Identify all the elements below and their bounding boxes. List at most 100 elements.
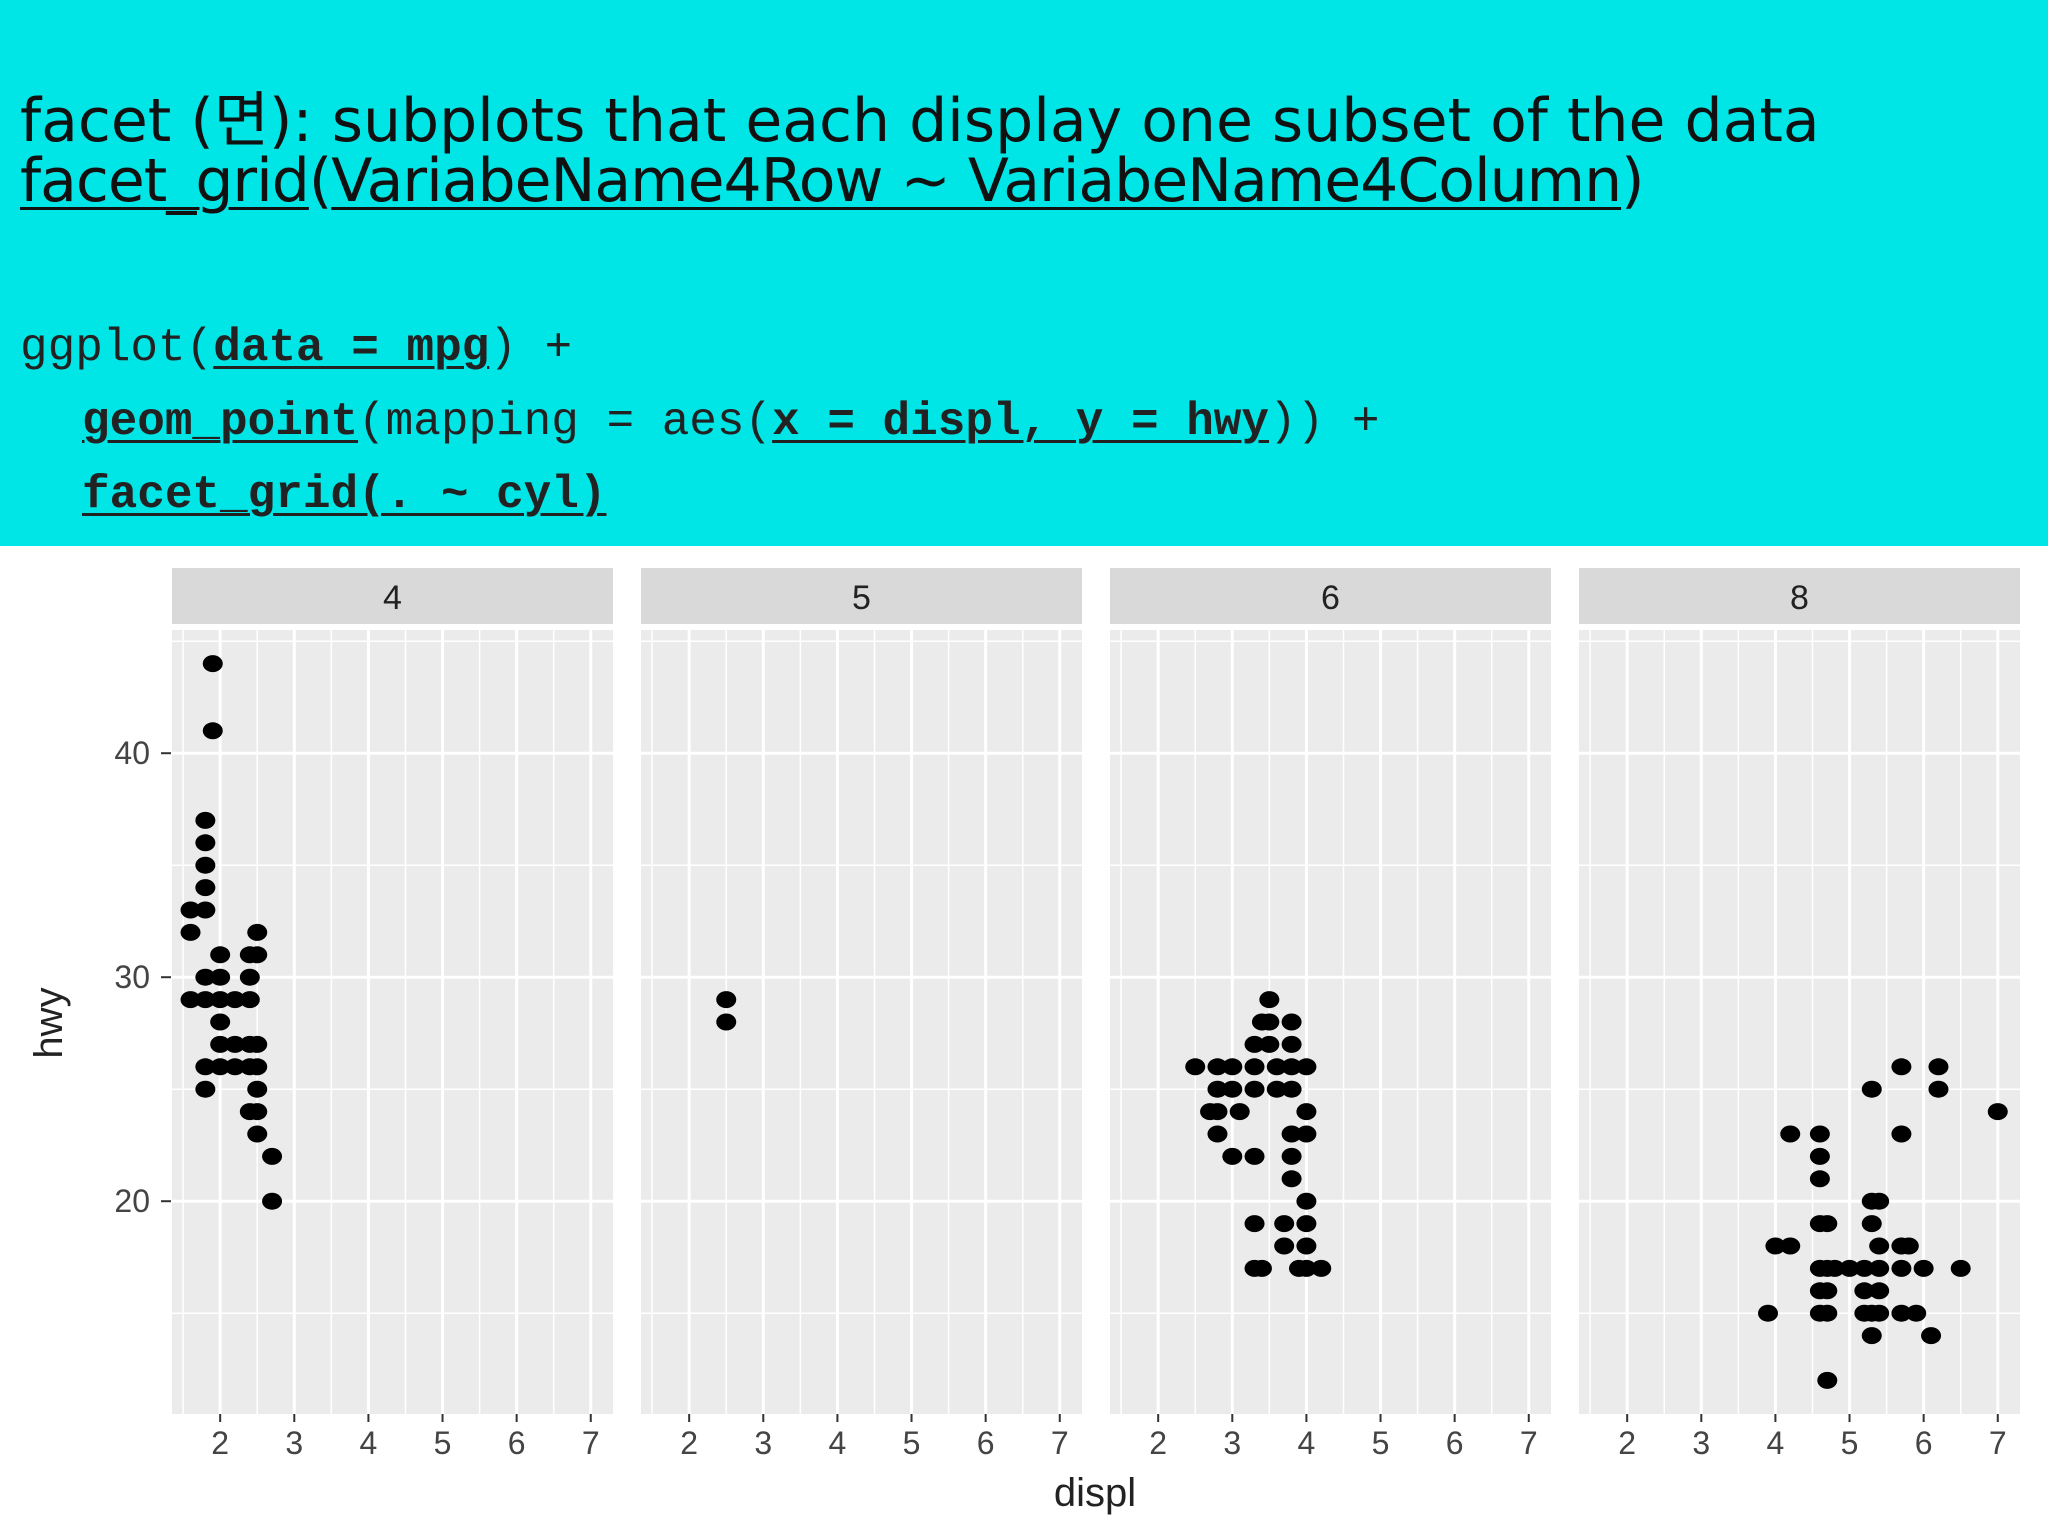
x-tick-label: 2 [1149, 1425, 1167, 1461]
facet-strip-label: 6 [1321, 579, 1340, 617]
facet-strip-label: 4 [383, 579, 402, 617]
data-point [1207, 1058, 1228, 1076]
data-point [180, 991, 201, 1009]
data-point [195, 834, 216, 852]
data-point [1281, 1125, 1302, 1143]
data-point [1296, 1058, 1317, 1076]
x-tick-label: 4 [360, 1425, 378, 1461]
data-point [716, 1013, 737, 1031]
data-point [1765, 1237, 1786, 1255]
code-line-1: ggplot(data = mpg) + [20, 322, 572, 374]
data-point [1185, 1058, 1206, 1076]
y-tick-label: 40 [114, 735, 150, 771]
x-tick-label: 4 [1767, 1425, 1785, 1461]
x-tick-label: 6 [508, 1425, 526, 1461]
data-point [1222, 1147, 1243, 1165]
data-point [1207, 1080, 1228, 1098]
x-tick-label: 7 [1051, 1425, 1069, 1461]
y-axis: 20 30 40 [114, 735, 171, 1219]
x-tick-label: 7 [1989, 1425, 2007, 1461]
title-suffix: ): subplots that each display one subset… [269, 86, 1820, 156]
data-point [1244, 1035, 1265, 1053]
data-point [1758, 1304, 1778, 1322]
x-tick-label: 7 [1520, 1425, 1538, 1461]
data-point [195, 901, 216, 919]
data-point [239, 968, 260, 986]
data-point [210, 1058, 231, 1076]
data-point [210, 1013, 231, 1031]
data-point [1839, 1259, 1860, 1277]
data-point [1809, 1147, 1830, 1165]
data-point [210, 946, 231, 964]
data-point [1244, 1058, 1265, 1076]
data-point [1274, 1215, 1295, 1233]
slide-header: facet (면): subplots that each display on… [0, 0, 2048, 546]
x-tick-label: 3 [1223, 1425, 1241, 1461]
data-point [195, 879, 216, 897]
data-point [1809, 1170, 1830, 1188]
x-tick-label: 3 [285, 1425, 303, 1461]
data-point [195, 856, 216, 874]
data-point [1861, 1080, 1882, 1098]
panel-background [172, 630, 613, 1414]
data-point [1861, 1215, 1882, 1233]
data-point [1824, 1259, 1845, 1277]
facet-close-paren: ) [1621, 146, 1644, 216]
facet-strip [1110, 568, 1551, 624]
data-point [247, 1125, 268, 1143]
y-tick-label: 30 [114, 959, 150, 995]
code-plus-1: ) + [489, 322, 573, 374]
data-point [1780, 1237, 1801, 1255]
data-point [1222, 1058, 1243, 1076]
panel-background [1110, 630, 1551, 1414]
data-point [1891, 1058, 1912, 1076]
data-point [1259, 1035, 1280, 1053]
code-line-2: geom_point(mapping = aes(x = displ, y = … [82, 396, 1379, 448]
panel-background [641, 630, 1082, 1414]
data-point [195, 811, 216, 829]
data-point [210, 991, 231, 1009]
data-point [210, 1035, 231, 1053]
data-point [1207, 1103, 1228, 1121]
data-point [180, 923, 201, 941]
y-axis-label: hwy [27, 987, 71, 1058]
data-point [1854, 1282, 1875, 1300]
x-tick-label: 3 [1692, 1425, 1710, 1461]
data-point [247, 946, 268, 964]
code-geom-point: geom_point [82, 396, 359, 448]
data-point [225, 991, 245, 1009]
data-point [1869, 1259, 1890, 1277]
facet-strip [1579, 568, 2020, 624]
data-point [1266, 1058, 1287, 1076]
data-point [262, 1147, 283, 1165]
facet-panel-6: 6 2 3 4 5 6 7 [1110, 568, 1551, 1461]
data-point [1817, 1215, 1838, 1233]
data-point [1817, 1282, 1838, 1300]
x-tick-label: 4 [1298, 1425, 1316, 1461]
facet-grid-syntax: facet_grid(VariabeName4Row ~ VariabeName… [20, 146, 1645, 216]
data-point [1928, 1080, 1949, 1098]
data-point [1311, 1259, 1332, 1277]
data-point [1281, 1013, 1302, 1031]
data-point [1780, 1125, 1801, 1143]
data-point [1281, 1035, 1302, 1053]
data-point [247, 1035, 268, 1053]
facet-panel-5: 5 2 3 4 5 6 7 [641, 568, 1082, 1461]
code-facet-grid: facet_grid(. ~ cyl) [82, 469, 607, 521]
data-point [247, 923, 268, 941]
data-point [1259, 991, 1280, 1009]
code-mapping: (mapping = aes( [358, 396, 773, 448]
data-point [195, 991, 216, 1009]
data-point [1891, 1304, 1912, 1322]
data-point [1281, 1058, 1302, 1076]
facet-strip-label: 8 [1790, 579, 1809, 617]
data-point [1906, 1304, 1927, 1322]
data-point [262, 1192, 283, 1210]
x-tick-label: 5 [1841, 1425, 1859, 1461]
code-ggplot: ggplot( [20, 322, 214, 374]
x-tick-label: 6 [1446, 1425, 1464, 1461]
data-point [239, 991, 260, 1009]
x-tick-label: 4 [829, 1425, 847, 1461]
facet-open-paren: ( [308, 146, 332, 216]
